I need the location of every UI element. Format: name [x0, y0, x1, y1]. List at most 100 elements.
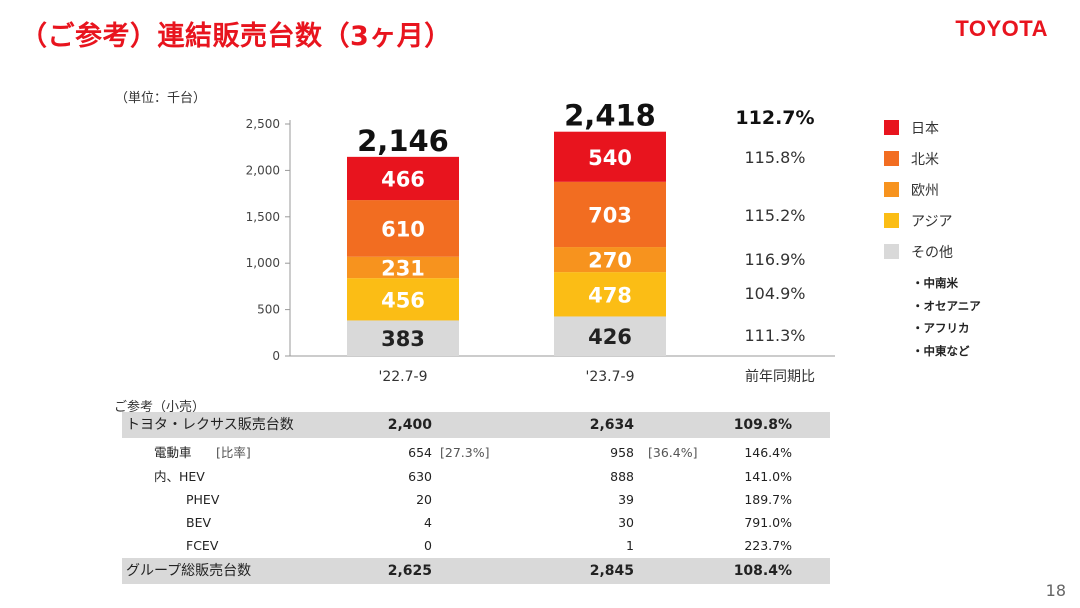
bar-total-label: 2,418 — [564, 99, 656, 133]
row-label: PHEV — [186, 492, 220, 507]
yoy-label: 116.9% — [744, 250, 805, 269]
legend-label: 欧州 — [911, 182, 939, 199]
yoy-label: 111.3% — [744, 326, 805, 345]
bar-segment — [554, 247, 666, 273]
bar-segment — [554, 316, 666, 356]
other-region-notes: ・中南米 ・オセアニア ・アフリカ ・中東など — [912, 272, 981, 362]
bar-segment — [347, 156, 459, 201]
y-tick-label: 500 — [257, 303, 280, 317]
table-row: FCEV 0 1 223.7% — [122, 533, 830, 559]
table-caption: ご参考（小売） — [114, 400, 206, 415]
y-tick-label: 1,500 — [246, 210, 280, 224]
bar-segment — [347, 320, 459, 356]
bar-value-label: 703 — [588, 203, 632, 227]
row-label: 内、HEV — [154, 469, 205, 484]
legend: 日本 北米 欧州 アジア その他 — [884, 112, 953, 267]
table-row: トヨタ・レクサス販売台数 2,400 2,634 109.8% — [122, 412, 830, 438]
yoy-value: 791.0% — [744, 515, 792, 530]
bar-segment — [347, 278, 459, 321]
value-2022: 2,400 — [387, 417, 432, 433]
value-2022: 2,625 — [387, 563, 432, 579]
legend-item-europe: 欧州 — [884, 174, 953, 205]
legend-item-japan: 日本 — [884, 112, 953, 143]
table-row: 電動車 [比率] 654 [27.3%] 958 [36.4%] 146.4% — [122, 440, 830, 466]
yoy-value: 141.0% — [744, 469, 792, 484]
yoy-label: 115.8% — [744, 148, 805, 167]
bar-value-label: 270 — [588, 249, 632, 273]
note-africa: ・アフリカ — [912, 321, 970, 335]
legend-swatch — [884, 213, 899, 228]
bar-value-label: 383 — [381, 327, 425, 351]
bar-segment — [554, 131, 666, 182]
bar-value-label: 426 — [588, 325, 632, 349]
share-2022: [27.3%] — [440, 445, 490, 460]
value-2022: 4 — [424, 515, 432, 530]
row-sublabel: [比率] — [216, 445, 251, 460]
yoy-label: 104.9% — [744, 284, 805, 303]
y-tick-label: 1,000 — [246, 256, 280, 270]
page-title: （ご参考）連結販売台数（3ヶ月） — [20, 21, 452, 52]
y-tick-label: 2,000 — [246, 163, 280, 177]
row-label: グループ総販売台数 — [126, 563, 252, 579]
page-number: 18 — [1045, 581, 1066, 600]
yoy-value: 223.7% — [744, 538, 792, 553]
bar-value-label: 231 — [381, 256, 425, 280]
value-2023: 39 — [618, 492, 634, 507]
bar-total-label: 2,146 — [357, 124, 449, 158]
note-oceania: ・オセアニア — [912, 298, 981, 313]
bar-value-label: 478 — [588, 283, 632, 307]
value-2022: 20 — [416, 492, 432, 507]
value-2022: 654 — [408, 445, 432, 460]
legend-label: その他 — [911, 244, 953, 261]
bar-segment — [347, 256, 459, 279]
y-tick-label: 0 — [272, 349, 280, 363]
value-2022: 0 — [424, 538, 432, 553]
legend-swatch — [884, 244, 899, 259]
legend-item-other: その他 — [884, 236, 953, 267]
bar-value-label: 610 — [381, 217, 425, 241]
value-2023: 1 — [626, 538, 634, 553]
bar-value-label: 456 — [381, 288, 425, 312]
yoy-value: 189.7% — [744, 492, 792, 507]
bar-segment — [347, 200, 459, 257]
row-label: トヨタ・レクサス販売台数 — [126, 417, 294, 433]
value-2023: 888 — [610, 469, 634, 484]
yoy-header: 前年同期比 — [745, 368, 815, 385]
x-category-label: '22.7-9 — [379, 369, 428, 385]
toyota-logo: TOYOTA — [955, 16, 1048, 41]
value-2022: 630 — [408, 469, 432, 484]
value-2023: 2,634 — [589, 417, 634, 433]
bar-value-label: 466 — [381, 167, 425, 191]
legend-label: 日本 — [911, 120, 939, 137]
row-label: BEV — [186, 515, 212, 530]
legend-item-asia: アジア — [884, 205, 953, 236]
table-row: グループ総販売台数 2,625 2,845 108.4% — [122, 558, 830, 584]
value-2023: 30 — [618, 515, 634, 530]
legend-item-north-america: 北米 — [884, 143, 953, 174]
total-yoy-label: 112.7% — [735, 107, 814, 129]
value-2023: 2,845 — [589, 563, 634, 579]
row-label: FCEV — [186, 538, 219, 553]
yoy-label: 115.2% — [744, 206, 805, 225]
bar-segment — [554, 181, 666, 248]
note-latin-america: ・中南米 — [912, 276, 958, 290]
note-middle-east: ・中東など — [912, 343, 970, 358]
legend-label: 北米 — [911, 151, 939, 168]
table-row: 内、HEV 630 888 141.0% — [122, 464, 830, 490]
yoy-value: 109.8% — [733, 417, 792, 433]
table-row: PHEV 20 39 189.7% — [122, 487, 830, 513]
legend-swatch — [884, 120, 899, 135]
yoy-value: 108.4% — [733, 563, 792, 579]
bar-segment — [554, 272, 666, 317]
unit-label: （単位：千台） — [115, 91, 207, 106]
yoy-value: 146.4% — [744, 445, 792, 460]
legend-swatch — [884, 182, 899, 197]
stacked-bar-chart: 0 500 1,000 1,500 2,000 2,500 383 456 231 610 466 2… — [246, 99, 835, 385]
share-2023: [36.4%] — [648, 445, 698, 460]
bar-value-label: 540 — [588, 146, 632, 170]
y-tick-label: 2,500 — [246, 117, 280, 131]
row-label: 電動車 — [154, 445, 192, 460]
legend-label: アジア — [911, 213, 953, 230]
value-2023: 958 — [610, 445, 634, 460]
table-row: BEV 4 30 791.0% — [122, 510, 830, 536]
